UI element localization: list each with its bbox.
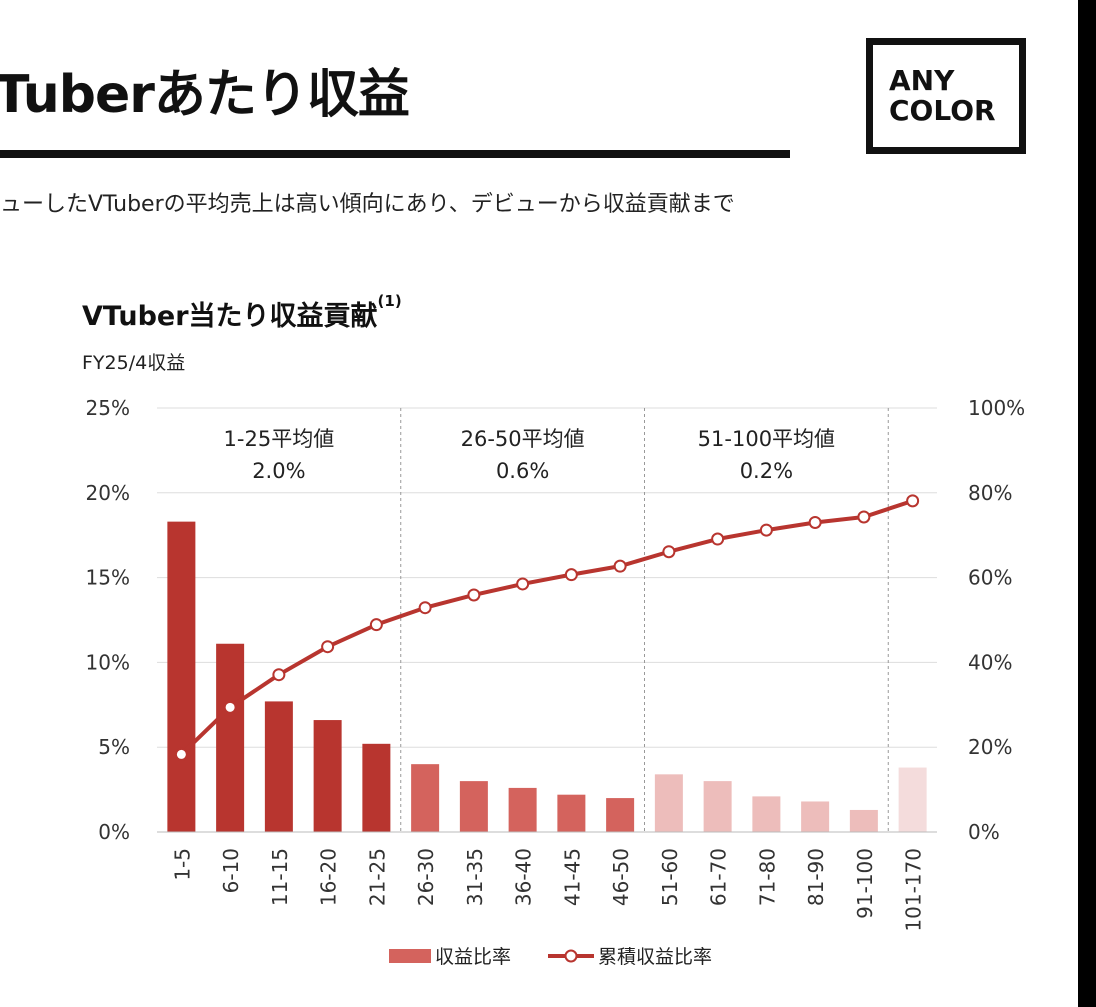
bar-16-20	[313, 720, 342, 832]
y-tick-right: 40%	[968, 650, 1012, 674]
x-tick-label: 31-35	[463, 848, 487, 906]
y-tick-right: 60%	[968, 566, 1012, 590]
bar-1-5	[167, 521, 196, 832]
cumulative-point-91-100	[857, 510, 871, 524]
bar-91-100	[849, 809, 878, 832]
y-tick-left: 25%	[86, 396, 130, 420]
chart-unit-label: FY25/4収益	[82, 352, 186, 374]
x-tick-label: 21-25	[365, 848, 389, 906]
x-tick-label: 11-15	[268, 848, 292, 906]
chart-title-footnote: (1)	[377, 292, 402, 310]
bar-101-170	[898, 767, 927, 832]
page-subtitle: ューしたVTuberの平均売上は高い傾向にあり、デビューから収益貢献まで	[0, 192, 735, 217]
group-label-1: 1-25平均値	[224, 427, 335, 451]
y-tick-right: 20%	[968, 735, 1012, 759]
title-underline	[0, 150, 790, 158]
x-tick-label: 91-100	[853, 848, 877, 919]
cumulative-point-1-5	[174, 747, 188, 761]
cumulative-point-51-60	[662, 545, 676, 559]
bar-31-35	[459, 781, 488, 832]
y-tick-left: 15%	[86, 566, 130, 590]
group-label-3: 51-100平均値	[698, 427, 835, 451]
y-tick-right: 100%	[968, 396, 1025, 420]
chart-title: VTuber当たり収益貢献(1)	[82, 292, 402, 333]
cumulative-point-16-20	[321, 640, 335, 654]
cumulative-point-21-25	[369, 618, 383, 632]
y-tick-left: 10%	[86, 650, 130, 674]
bar-21-25	[362, 743, 391, 832]
legend-line-marker	[564, 949, 578, 963]
legend-bar-label: 収益比率	[435, 946, 511, 968]
cumulative-point-6-10	[223, 700, 237, 714]
x-tick-label: 71-80	[755, 848, 779, 906]
bar-36-40	[508, 787, 537, 832]
legend-bar-swatch	[389, 949, 431, 963]
x-tick-label: 81-90	[804, 848, 828, 906]
y-tick-right: 0%	[968, 820, 1000, 844]
y-tick-right: 80%	[968, 481, 1012, 505]
x-tick-label: 16-20	[317, 848, 341, 906]
bar-81-90	[801, 801, 830, 832]
chart-title-text: VTuber当たり収益貢献	[82, 301, 378, 332]
bar-6-10	[216, 643, 245, 832]
logo-line-2: COLOR	[889, 94, 996, 127]
cumulative-point-41-45	[564, 568, 578, 582]
bar-51-60	[654, 774, 683, 832]
page-title: Tuberあたり収益	[0, 65, 410, 125]
bar-71-80	[752, 796, 781, 832]
cumulative-point-101-170	[906, 494, 920, 508]
cumulative-point-26-30	[418, 601, 432, 615]
x-tick-label: 1-5	[170, 848, 194, 881]
y-tick-left: 0%	[98, 820, 130, 844]
bar-26-30	[411, 764, 440, 832]
y-tick-left: 5%	[98, 735, 130, 759]
cumulative-point-46-50	[613, 559, 627, 573]
group-average-1: 2.0%	[252, 459, 305, 483]
x-tick-label: 61-70	[707, 848, 731, 906]
x-tick-label: 46-50	[609, 848, 633, 906]
cumulative-point-36-40	[516, 577, 530, 591]
group-average-2: 0.6%	[496, 459, 549, 483]
cumulative-point-61-70	[711, 532, 725, 546]
anycolor-logo: ANY COLOR	[866, 38, 1026, 154]
bar-61-70	[703, 781, 732, 832]
x-tick-label: 41-45	[560, 848, 584, 906]
cumulative-point-31-35	[467, 588, 481, 602]
right-edge-bar	[1078, 0, 1096, 1007]
bar-41-45	[557, 794, 586, 832]
cumulative-point-11-15	[272, 668, 286, 682]
x-tick-label: 26-30	[414, 848, 438, 906]
group-label-2: 26-50平均値	[461, 427, 585, 451]
bar-11-15	[264, 701, 293, 832]
x-tick-label: 51-60	[658, 848, 682, 906]
logo-line-1: ANY	[889, 64, 955, 97]
legend-line-label: 累積収益比率	[598, 946, 712, 968]
y-tick-left: 20%	[86, 481, 130, 505]
x-tick-label: 6-10	[219, 848, 243, 893]
bar-46-50	[606, 798, 635, 832]
x-tick-label: 101-170	[902, 848, 926, 932]
cumulative-line	[179, 498, 914, 756]
group-average-3: 0.2%	[740, 459, 793, 483]
cumulative-point-71-80	[759, 523, 773, 537]
x-tick-label: 36-40	[512, 848, 536, 906]
cumulative-point-81-90	[808, 515, 822, 529]
